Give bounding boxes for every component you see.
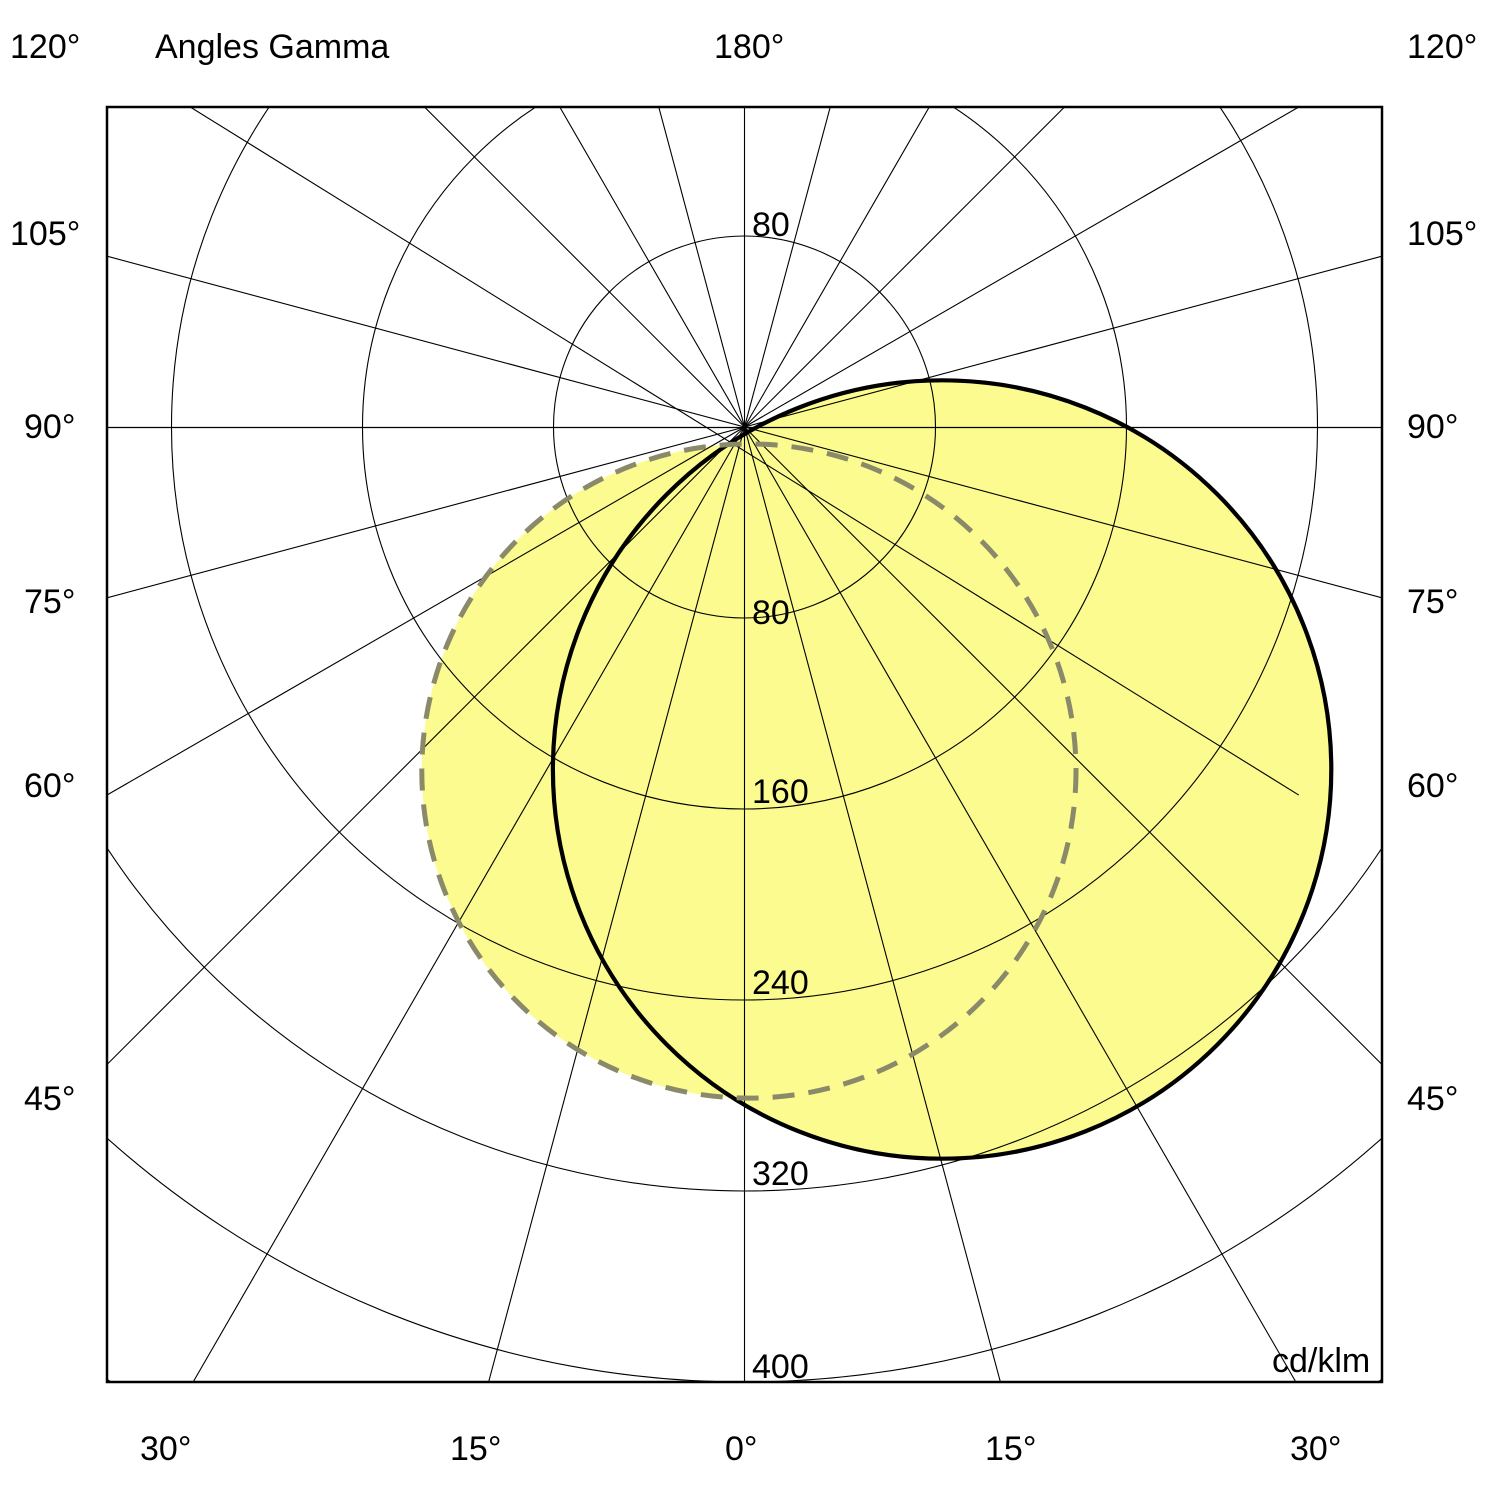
svg-text:180°: 180°	[714, 28, 784, 66]
svg-text:cd/klm: cd/klm	[1272, 1342, 1370, 1380]
svg-text:105°: 105°	[1407, 215, 1477, 253]
svg-text:400: 400	[752, 1348, 809, 1386]
svg-text:45°: 45°	[24, 1080, 75, 1118]
svg-text:30°: 30°	[1290, 1430, 1341, 1468]
svg-text:30°: 30°	[140, 1430, 191, 1468]
svg-text:80: 80	[752, 206, 790, 244]
svg-text:75°: 75°	[1407, 583, 1458, 621]
svg-text:0°: 0°	[725, 1430, 758, 1468]
svg-text:Angles Gamma: Angles Gamma	[155, 28, 389, 66]
svg-text:320: 320	[752, 1155, 809, 1193]
svg-text:90°: 90°	[1407, 408, 1458, 446]
svg-text:15°: 15°	[450, 1430, 501, 1468]
svg-text:160: 160	[752, 773, 809, 811]
svg-text:240: 240	[752, 964, 809, 1002]
svg-text:105°: 105°	[10, 215, 80, 253]
svg-text:60°: 60°	[24, 767, 75, 805]
svg-text:120°: 120°	[10, 28, 80, 66]
svg-text:75°: 75°	[24, 583, 75, 621]
svg-text:15°: 15°	[985, 1430, 1036, 1468]
svg-text:80: 80	[752, 594, 790, 632]
svg-text:60°: 60°	[1407, 767, 1458, 805]
svg-text:90°: 90°	[24, 408, 75, 446]
svg-text:45°: 45°	[1407, 1080, 1458, 1118]
svg-text:120°: 120°	[1407, 28, 1477, 66]
